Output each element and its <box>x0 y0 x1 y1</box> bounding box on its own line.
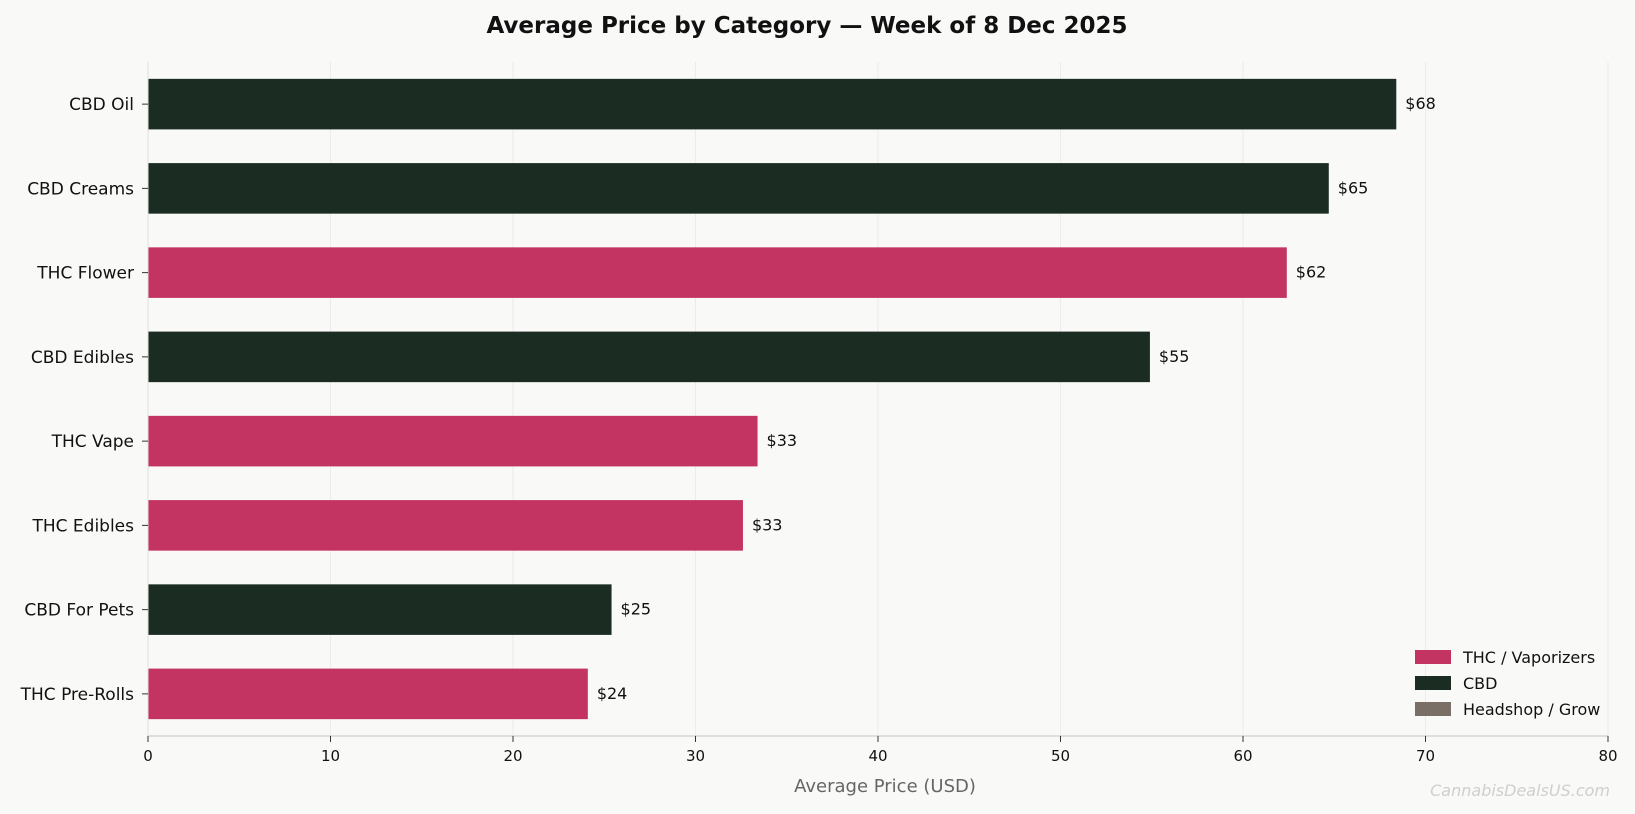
chart-title: Average Price by Category — Week of 8 De… <box>486 13 1127 39</box>
y-category-label: CBD For Pets <box>24 601 134 621</box>
legend: THC / Vaporizers CBD Headshop / Grow <box>1415 648 1600 719</box>
y-category-labels: CBD Oil CBD Creams THC Flower CBD Edibles TH… <box>20 95 148 705</box>
bar-cbd-oil <box>148 78 1397 130</box>
data-labels: $68 $65 $62 $55 $33 $33 $25 $24 <box>597 94 1436 703</box>
x-tick-label: 50 <box>1051 747 1070 765</box>
x-tick-label: 40 <box>868 747 887 765</box>
y-category-label: THC Vape <box>51 432 134 452</box>
bar-value-label: $25 <box>621 600 652 619</box>
bar-cbd-edibles <box>148 331 1150 383</box>
bar-value-label: $33 <box>752 515 783 534</box>
x-tick-label: 30 <box>686 747 705 765</box>
legend-swatch <box>1415 702 1451 716</box>
bar-thc-vape <box>148 415 758 467</box>
bar-value-label: $24 <box>597 684 628 703</box>
legend-swatch <box>1415 676 1451 690</box>
y-category-label: CBD Oil <box>69 95 134 115</box>
bar-value-label: $65 <box>1338 178 1369 197</box>
bar-thc-pre-rolls <box>148 668 588 720</box>
x-ticks: 0 10 20 30 40 50 60 70 80 <box>143 736 1618 765</box>
watermark-text: CannabisDealsUS.com <box>1430 781 1610 800</box>
bar-thc-flower <box>148 247 1287 298</box>
legend-label: CBD <box>1463 674 1497 693</box>
bar-value-label: $33 <box>767 431 798 450</box>
legend-label: Headshop / Grow <box>1463 700 1600 719</box>
x-tick-label: 70 <box>1416 747 1435 765</box>
x-tick-label: 20 <box>503 747 522 765</box>
legend-label: THC / Vaporizers <box>1462 648 1595 667</box>
bar-value-label: $68 <box>1405 94 1436 113</box>
bar-cbd-creams <box>148 163 1329 214</box>
y-category-label: CBD Creams <box>27 179 134 199</box>
x-tick-label: 0 <box>143 747 153 765</box>
y-category-label: THC Flower <box>36 264 134 284</box>
x-tick-label: 80 <box>1598 747 1617 765</box>
bar-value-label: $62 <box>1296 263 1327 282</box>
legend-swatch <box>1415 650 1451 664</box>
x-tick-label: 10 <box>321 747 340 765</box>
x-tick-label: 60 <box>1233 747 1252 765</box>
bar-cbd-for-pets <box>148 584 612 635</box>
y-category-label: THC Pre-Rolls <box>20 685 134 705</box>
y-category-label: THC Edibles <box>31 516 134 536</box>
y-category-label: CBD Edibles <box>31 348 134 368</box>
x-axis-label: Average Price (USD) <box>794 776 976 797</box>
bar-value-label: $55 <box>1159 347 1190 366</box>
bar-thc-edibles <box>148 500 743 551</box>
bars <box>148 78 1397 720</box>
